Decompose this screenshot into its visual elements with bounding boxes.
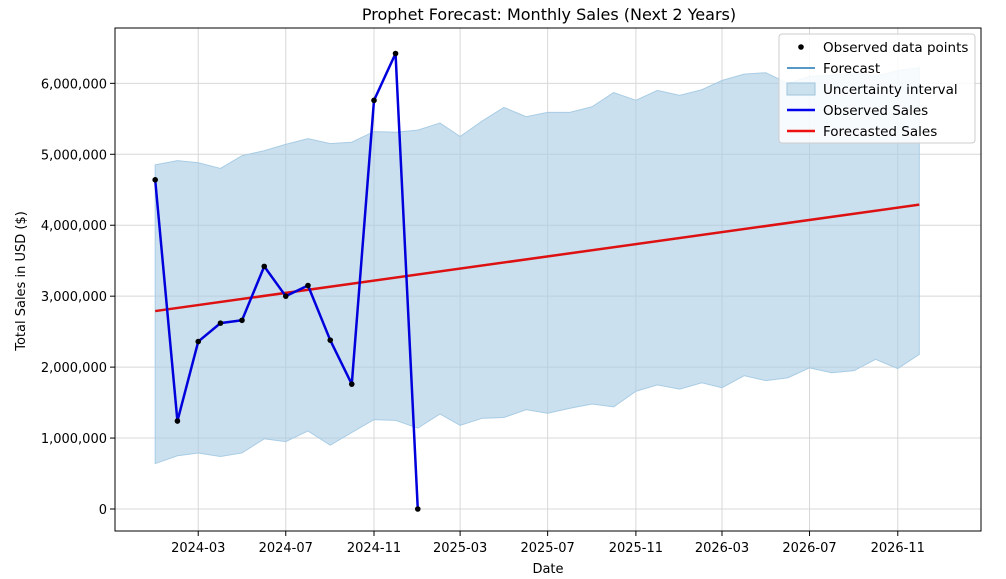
chart-title: Prophet Forecast: Monthly Sales (Next 2 …: [362, 5, 736, 24]
observed-data-point: [217, 320, 224, 326]
x-tick-label: 2024-11: [347, 541, 401, 556]
uncertainty-interval-band: [154, 67, 920, 465]
uncertainty-band-layer: [154, 67, 920, 465]
observed-data-point: [371, 97, 377, 104]
x-axis-ticks: 2024-03 2024-07 2024-11 2025-03 2025-07 2025-…: [171, 531, 925, 556]
observed-data-point: [261, 263, 268, 270]
y-tick-label: 0: [99, 503, 107, 518]
observed-data-point: [174, 418, 181, 424]
legend-label: Uncertainty interval: [823, 82, 958, 98]
y-tick-label: 4,000,000: [41, 219, 107, 234]
x-tick-label: 2026-11: [871, 541, 925, 556]
observed-data-point: [152, 177, 158, 183]
observed-data-point: [305, 282, 311, 289]
observed-data-point: [195, 338, 202, 345]
observed-data-point: [282, 293, 289, 299]
observed-data-point: [414, 506, 421, 512]
observed-data-point: [327, 337, 334, 343]
legend-marker: [798, 44, 804, 50]
y-tick-label: 2,000,000: [41, 361, 107, 376]
y-tick-label: 3,000,000: [41, 290, 107, 305]
chart-legend: Observed data points Forecast Uncertainty …: [778, 33, 976, 144]
legend-box: [778, 33, 976, 144]
observed-data-point: [392, 50, 399, 57]
x-tick-label: 2026-07: [782, 541, 836, 556]
y-axis-label: Total Sales in USD ($): [14, 211, 29, 352]
y-tick-label: 6,000,000: [41, 77, 107, 92]
x-tick-label: 2025-11: [609, 541, 663, 556]
x-tick-label: 2024-07: [259, 541, 313, 556]
x-axis-label: Date: [532, 562, 563, 577]
legend-label: Observed Sales: [823, 103, 928, 119]
legend-label: Forecast: [823, 61, 880, 77]
x-tick-label: 2025-07: [520, 541, 574, 556]
legend-label: Forecasted Sales: [823, 124, 937, 140]
y-tick-label: 1,000,000: [41, 432, 107, 447]
y-tick-label: 5,000,000: [41, 148, 107, 163]
y-axis-ticks: 0 1,000,000 2,000,000 3,000,000 4,000,000 5,0…: [41, 77, 115, 518]
x-tick-label: 2026-03: [695, 541, 749, 556]
observed-data-point: [239, 317, 245, 324]
legend-label: Observed data points: [823, 40, 968, 56]
x-tick-label: 2024-03: [171, 541, 225, 556]
x-tick-label: 2025-03: [433, 541, 487, 556]
observed-points-layer: [152, 50, 421, 512]
legend-swatch: [786, 82, 816, 96]
observed-data-point: [348, 381, 355, 387]
